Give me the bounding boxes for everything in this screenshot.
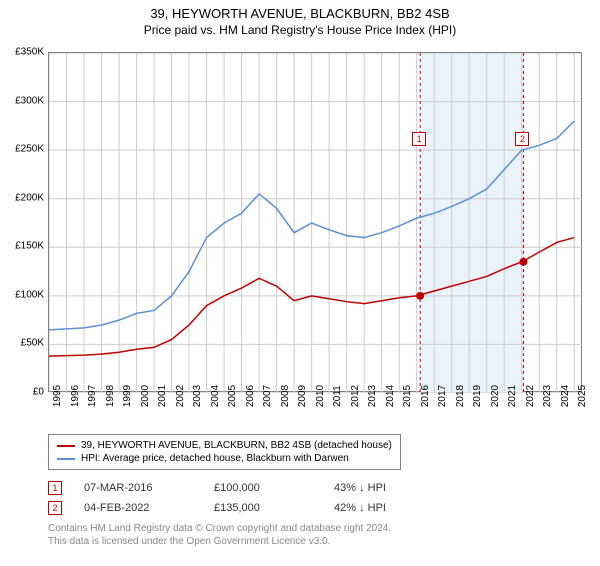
x-tick-label: 2020 — [490, 385, 501, 407]
x-tick-label: 2002 — [175, 385, 186, 407]
delta-cell: 42% ↓ HPI — [334, 502, 444, 514]
x-tick-label: 2013 — [367, 385, 378, 407]
footer-line: Contains HM Land Registry data © Crown c… — [48, 522, 391, 535]
x-tick-label: 2025 — [577, 385, 588, 407]
x-tick-label: 2011 — [332, 385, 343, 407]
y-tick-label: £350K — [15, 47, 44, 58]
footer: Contains HM Land Registry data © Crown c… — [48, 522, 391, 548]
page-title: 39, HEYWORTH AVENUE, BLACKBURN, BB2 4SB — [0, 6, 600, 21]
x-tick-label: 2021 — [507, 385, 518, 407]
marker-badge: 1 — [48, 481, 62, 495]
x-tick-label: 2008 — [280, 385, 291, 407]
x-tick-label: 2015 — [402, 385, 413, 407]
x-tick-label: 1996 — [70, 385, 81, 407]
x-tick-label: 2022 — [525, 385, 536, 407]
x-tick-label: 2023 — [542, 385, 553, 407]
x-tick-label: 2019 — [472, 385, 483, 407]
y-tick-label: £50K — [21, 338, 44, 349]
x-tick-label: 2016 — [420, 385, 431, 407]
legend: 39, HEYWORTH AVENUE, BLACKBURN, BB2 4SB … — [48, 434, 401, 470]
x-tick-label: 1997 — [87, 385, 98, 407]
marker-callout: 1 — [412, 132, 426, 146]
marker-badge: 2 — [48, 501, 62, 515]
y-tick-label: £250K — [15, 144, 44, 155]
x-tick-label: 1995 — [52, 385, 63, 407]
x-tick-label: 2024 — [560, 385, 571, 407]
chart-svg — [49, 53, 583, 393]
x-tick-label: 2018 — [455, 385, 466, 407]
y-tick-label: £150K — [15, 241, 44, 252]
legend-swatch — [57, 445, 75, 447]
x-tick-label: 2005 — [227, 385, 238, 407]
x-tick-label: 1999 — [122, 385, 133, 407]
date-cell: 07-MAR-2016 — [84, 482, 214, 494]
legend-label: 39, HEYWORTH AVENUE, BLACKBURN, BB2 4SB … — [81, 440, 392, 451]
x-tick-label: 2007 — [262, 385, 273, 407]
x-tick-label: 2001 — [157, 385, 168, 407]
y-tick-label: £100K — [15, 289, 44, 300]
x-tick-label: 2009 — [297, 385, 308, 407]
x-tick-label: 2014 — [385, 385, 396, 407]
price-cell: £100,000 — [214, 482, 334, 494]
x-tick-label: 2012 — [350, 385, 361, 407]
y-tick-label: £300K — [15, 95, 44, 106]
footer-line: This data is licensed under the Open Gov… — [48, 535, 391, 548]
x-tick-label: 2003 — [192, 385, 203, 407]
y-tick-label: £0 — [33, 387, 44, 398]
delta-cell: 43% ↓ HPI — [334, 482, 444, 494]
legend-item: 39, HEYWORTH AVENUE, BLACKBURN, BB2 4SB … — [57, 439, 392, 452]
legend-label: HPI: Average price, detached house, Blac… — [81, 453, 349, 464]
x-tick-label: 1998 — [105, 385, 116, 407]
legend-item: HPI: Average price, detached house, Blac… — [57, 452, 392, 465]
plot-area — [48, 52, 582, 392]
chart-container: 39, HEYWORTH AVENUE, BLACKBURN, BB2 4SB … — [0, 6, 600, 566]
y-tick-label: £200K — [15, 192, 44, 203]
table-row: 2 04-FEB-2022 £135,000 42% ↓ HPI — [48, 498, 444, 518]
legend-swatch — [57, 458, 75, 460]
table-row: 1 07-MAR-2016 £100,000 43% ↓ HPI — [48, 478, 444, 498]
x-tick-label: 2004 — [210, 385, 221, 407]
x-tick-label: 2017 — [437, 385, 448, 407]
data-table: 1 07-MAR-2016 £100,000 43% ↓ HPI 2 04-FE… — [48, 478, 444, 518]
price-cell: £135,000 — [214, 502, 334, 514]
marker-callout: 2 — [515, 132, 529, 146]
page-subtitle: Price paid vs. HM Land Registry's House … — [0, 23, 600, 37]
x-tick-label: 2006 — [245, 385, 256, 407]
x-tick-label: 2000 — [140, 385, 151, 407]
date-cell: 04-FEB-2022 — [84, 502, 214, 514]
x-tick-label: 2010 — [315, 385, 326, 407]
